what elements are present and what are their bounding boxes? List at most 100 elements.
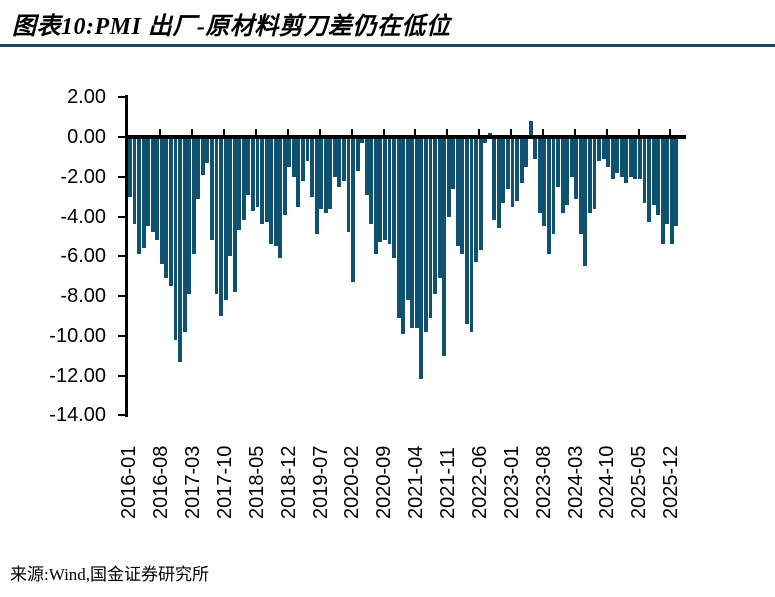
x-axis-tick: [318, 129, 321, 135]
bar: [592, 137, 597, 209]
bar: [237, 137, 242, 231]
y-axis-tick: [118, 334, 125, 337]
bar: [305, 137, 310, 161]
bar: [619, 137, 624, 177]
y-axis-tick: [118, 255, 125, 258]
y-axis-tick-label: -14.00: [49, 404, 106, 427]
x-axis-tick-label: 2020-02: [341, 445, 364, 519]
bar: [424, 137, 428, 332]
bar: [392, 137, 397, 259]
x-axis-tick-label: 2024-10: [596, 445, 619, 519]
y-axis-tick-label: -10.00: [49, 324, 106, 347]
x-axis-tick-label: 2021-11: [437, 447, 460, 519]
x-axis-tick: [605, 129, 608, 135]
x-axis-tick-label: 2019-07: [309, 445, 332, 519]
x-axis-tick: [255, 129, 257, 135]
x-axis-tick: [191, 129, 194, 135]
y-axis-tick: [118, 136, 125, 138]
bar: [451, 137, 456, 189]
x-axis-tick: [350, 129, 353, 135]
x-axis-tick: [382, 129, 385, 135]
bar: [191, 137, 196, 255]
bar: [355, 137, 360, 171]
x-axis-tick: [510, 129, 513, 135]
bar: [314, 137, 319, 235]
bar: [150, 137, 155, 233]
bar: [223, 137, 228, 300]
y-axis-tick: [118, 215, 125, 218]
bar: [282, 137, 287, 215]
bar: [651, 137, 656, 205]
bar: [510, 137, 515, 207]
bar: [674, 137, 679, 227]
bar: [533, 137, 538, 159]
bar: [478, 137, 483, 251]
bar: [246, 137, 251, 195]
bar: [665, 137, 670, 225]
bar: [542, 137, 547, 227]
x-axis-tick-label: 2020-09: [373, 445, 396, 519]
bar: [401, 137, 406, 334]
bar: [187, 137, 192, 294]
bar: [159, 137, 164, 265]
bar: [428, 137, 433, 318]
bar: [433, 137, 437, 294]
bar: [537, 137, 542, 213]
bar: [496, 137, 501, 229]
x-axis-tick-label: 2018-12: [277, 445, 300, 519]
bar: [560, 137, 565, 213]
bar: [546, 137, 551, 255]
bar: [469, 137, 474, 332]
x-axis-tick-label: 2016-08: [150, 445, 173, 519]
x-axis-tick-label: 2016-01: [118, 445, 141, 519]
y-axis-tick: [118, 96, 125, 99]
bar: [565, 137, 570, 205]
bar: [301, 137, 305, 181]
figure-title: 图表10:PMI 出厂-原材料剪刀差仍在低位: [12, 14, 451, 40]
x-axis-tick: [573, 129, 576, 135]
y-axis-tick-label: -4.00: [60, 205, 106, 228]
bar: [310, 137, 315, 197]
y-axis-tick: [118, 175, 125, 178]
bar: [578, 137, 583, 235]
bar: [501, 137, 506, 203]
bar: [455, 137, 460, 247]
y-axis-tick-label: -8.00: [60, 285, 106, 307]
bar: [260, 137, 264, 225]
bar: [200, 137, 205, 175]
bar: [483, 137, 488, 143]
x-axis-tick-label: 2018-05: [245, 445, 268, 519]
x-axis-tick: [446, 129, 449, 135]
bar: [474, 137, 478, 263]
x-axis-tick-label: 2025-12: [660, 445, 683, 519]
bar: [528, 121, 533, 137]
bar: [196, 137, 201, 199]
bar: [219, 137, 223, 316]
bar: [574, 137, 579, 199]
bar: [319, 137, 324, 209]
bar: [597, 137, 601, 161]
bar: [323, 137, 328, 213]
bar: [551, 137, 556, 235]
bar: [464, 137, 469, 324]
bar: [569, 137, 574, 177]
bar: [141, 137, 146, 249]
bar: [414, 137, 419, 328]
bar: [146, 137, 151, 227]
bar: [278, 137, 283, 259]
x-axis-tick: [223, 129, 226, 135]
bar: [405, 137, 410, 300]
bar: [360, 137, 365, 143]
bar: [647, 137, 652, 223]
bar: [205, 137, 210, 163]
bar: [628, 137, 633, 177]
bar: [669, 137, 674, 245]
bar: [328, 137, 333, 209]
bar: [556, 137, 560, 187]
x-axis-tick-label: 2022-06: [468, 445, 491, 519]
bar: [209, 137, 214, 241]
y-axis-tick-label: 0.00: [67, 126, 106, 148]
bar-chart: 2.00 0.00 -2.00 -4.00 -6.00 -8.00 -10.00 -12.00…: [0, 50, 775, 550]
x-axis-tick: [414, 129, 417, 135]
